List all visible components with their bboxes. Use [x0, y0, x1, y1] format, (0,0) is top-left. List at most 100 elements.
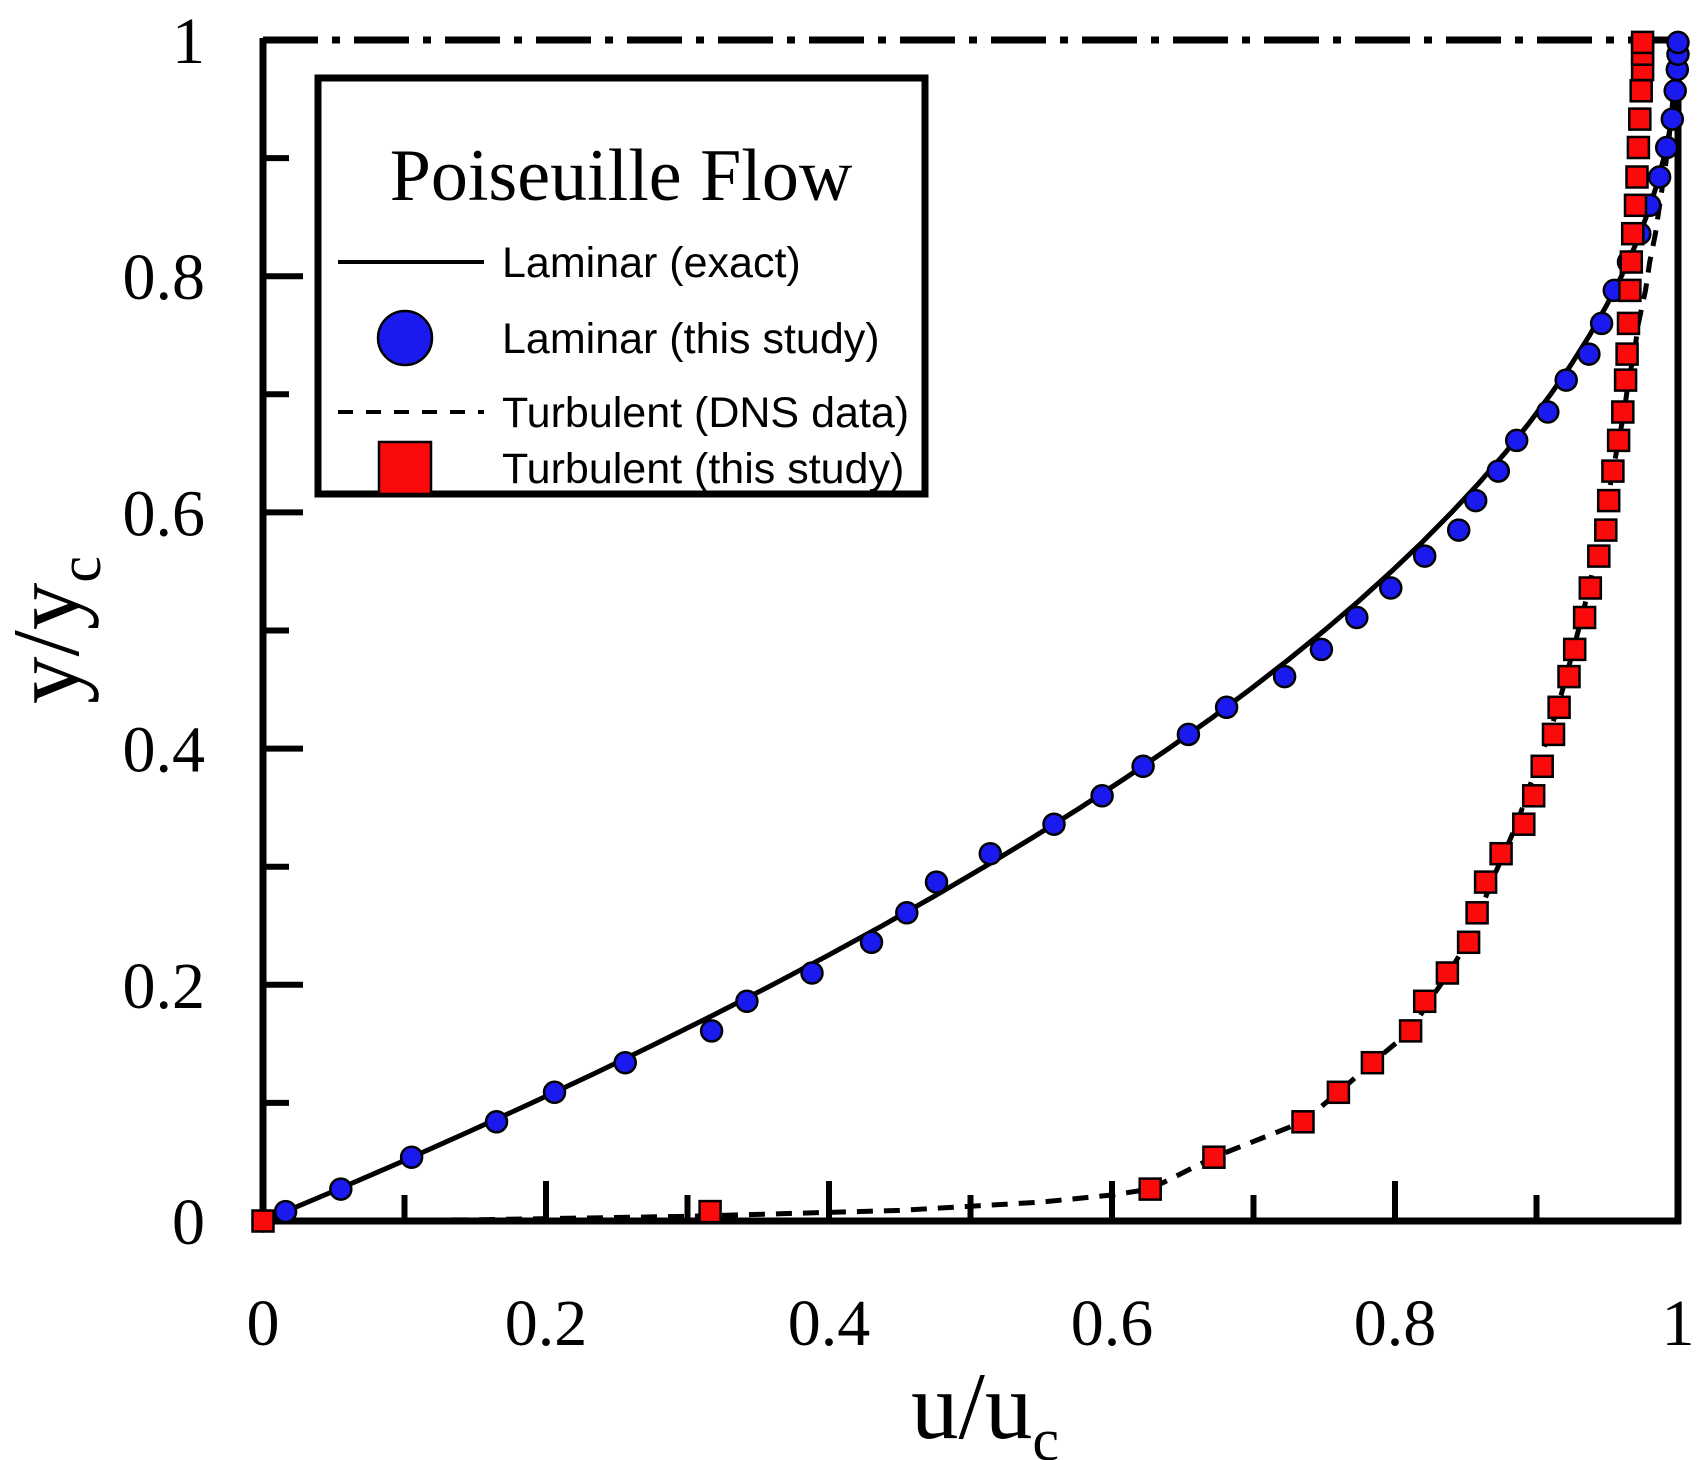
legend-circle-sample — [376, 309, 434, 367]
turbulent-point — [1606, 428, 1631, 453]
turbulent-point — [1623, 193, 1648, 218]
laminar-point — [1379, 576, 1403, 600]
y-axis-title: y/yc — [0, 556, 113, 704]
laminar-point — [329, 1177, 353, 1201]
turbulent-point — [251, 1209, 275, 1233]
laminar-point — [1504, 428, 1529, 453]
turbulent-point — [1360, 1050, 1385, 1075]
laminar-point — [1666, 30, 1690, 55]
legend-label: Turbulent (this study) — [502, 445, 904, 493]
laminar-point — [1463, 488, 1488, 513]
turbulent-point — [1626, 135, 1651, 160]
laminar-point — [1090, 784, 1114, 808]
x-tick-label: 0.6 — [1071, 1287, 1154, 1360]
turbulent-point — [1619, 250, 1644, 274]
y-tick-label: 0.2 — [123, 950, 206, 1023]
x-tick-label: 1 — [1662, 1287, 1695, 1360]
laminar-point — [1589, 311, 1614, 336]
turbulent-point — [1615, 342, 1639, 366]
y-tick-label: 0.4 — [123, 714, 206, 787]
laminar-point — [273, 1199, 298, 1224]
x-tick-label: 0.4 — [788, 1287, 871, 1360]
turbulent-point — [1530, 754, 1554, 779]
laminar-point — [1446, 518, 1471, 542]
turbulent-point — [1629, 79, 1653, 103]
y-tick-label: 0 — [172, 1186, 205, 1259]
laminar-point — [1214, 695, 1239, 720]
laminar-point — [1654, 135, 1679, 160]
laminar-point — [1042, 812, 1066, 836]
turbulent-point — [1601, 459, 1625, 483]
turbulent-point — [1202, 1145, 1226, 1169]
laminar-point — [1554, 368, 1578, 392]
laminar-point — [1577, 342, 1601, 366]
laminar-point — [735, 989, 759, 1014]
laminar-point — [699, 1019, 724, 1043]
laminar-point — [1660, 107, 1685, 131]
turbulent-point — [1557, 664, 1581, 689]
laminar-point — [1486, 459, 1511, 483]
turbulent-point — [1618, 278, 1642, 303]
laminar-point — [399, 1145, 424, 1169]
x-axis-title: u/uc — [911, 1353, 1059, 1460]
turbulent-point — [1628, 107, 1652, 131]
turbulent-point — [1465, 901, 1489, 925]
turbulent-point — [1521, 784, 1546, 808]
x-tick-label: 0.8 — [1354, 1287, 1437, 1360]
laminar-point — [800, 961, 824, 985]
x-tick-label: 0 — [247, 1287, 280, 1360]
turbulent-point — [1578, 576, 1603, 600]
turbulent-point — [1587, 544, 1611, 568]
turbulent-point — [1547, 695, 1571, 720]
laminar-point — [542, 1080, 567, 1105]
turbulent-point — [1620, 221, 1645, 246]
turbulent-point — [1594, 518, 1618, 542]
legend-label: Laminar (this study) — [502, 315, 880, 363]
laminar-point — [1536, 400, 1560, 424]
laminar-points-group — [251, 30, 1690, 1233]
legend: Poiseuille Flow Laminar (exact) Laminar (t… — [314, 74, 929, 498]
turbulent-point — [1572, 605, 1597, 630]
laminar-point — [895, 901, 919, 925]
turbulent-point — [1473, 870, 1498, 894]
laminar-point — [1176, 722, 1201, 747]
turbulent-point — [1326, 1080, 1351, 1105]
laminar-point — [859, 930, 884, 955]
turbulent-point — [1630, 30, 1655, 55]
laminar-point — [1345, 605, 1369, 630]
turbulent-point — [1138, 1177, 1162, 1201]
turbulent-point — [1541, 722, 1566, 747]
turbulent-point — [1456, 930, 1481, 955]
y-tick-label: 0.8 — [123, 241, 206, 314]
turbulent-point — [1412, 989, 1437, 1014]
ticks-group — [263, 155, 1540, 1221]
tick-labels-group: 0 0.2 0.4 0.6 0.8 1 0 0.2 0.4 0.6 0.8 1 — [123, 5, 1695, 1360]
turbulent-dns-curve — [262, 39, 1681, 1224]
laminar-point — [1647, 165, 1672, 189]
turbulent-point — [698, 1199, 722, 1224]
legend-label: Turbulent (DNS data) — [502, 389, 909, 437]
turbulent-point — [1611, 400, 1635, 424]
legend-box — [314, 74, 929, 498]
turbulent-points-group — [251, 30, 1655, 1233]
laminar-point — [484, 1110, 509, 1134]
laminar-point — [613, 1050, 637, 1075]
turbulent-point — [1562, 637, 1587, 662]
legend-square-sample — [377, 440, 433, 496]
laminar-point — [924, 870, 949, 894]
turbulent-point — [1625, 165, 1649, 189]
legend-label: Laminar (exact) — [502, 239, 801, 287]
turbulent-point — [1596, 488, 1621, 513]
turbulent-point — [1489, 841, 1513, 866]
laminar-point — [978, 841, 1003, 866]
laminar-point — [1309, 637, 1334, 662]
laminar-point — [1272, 664, 1297, 689]
x-tick-label: 0.2 — [505, 1287, 588, 1360]
laminar-point — [1412, 544, 1437, 568]
legend-title: Poiseuille Flow — [390, 135, 853, 217]
laminar-point — [1131, 754, 1155, 779]
turbulent-point — [1512, 812, 1536, 836]
laminar-point — [1663, 79, 1687, 103]
turbulent-point — [1613, 368, 1638, 392]
